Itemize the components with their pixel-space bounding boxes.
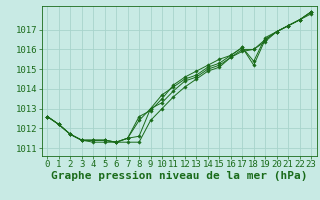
X-axis label: Graphe pression niveau de la mer (hPa): Graphe pression niveau de la mer (hPa) [51, 171, 308, 181]
